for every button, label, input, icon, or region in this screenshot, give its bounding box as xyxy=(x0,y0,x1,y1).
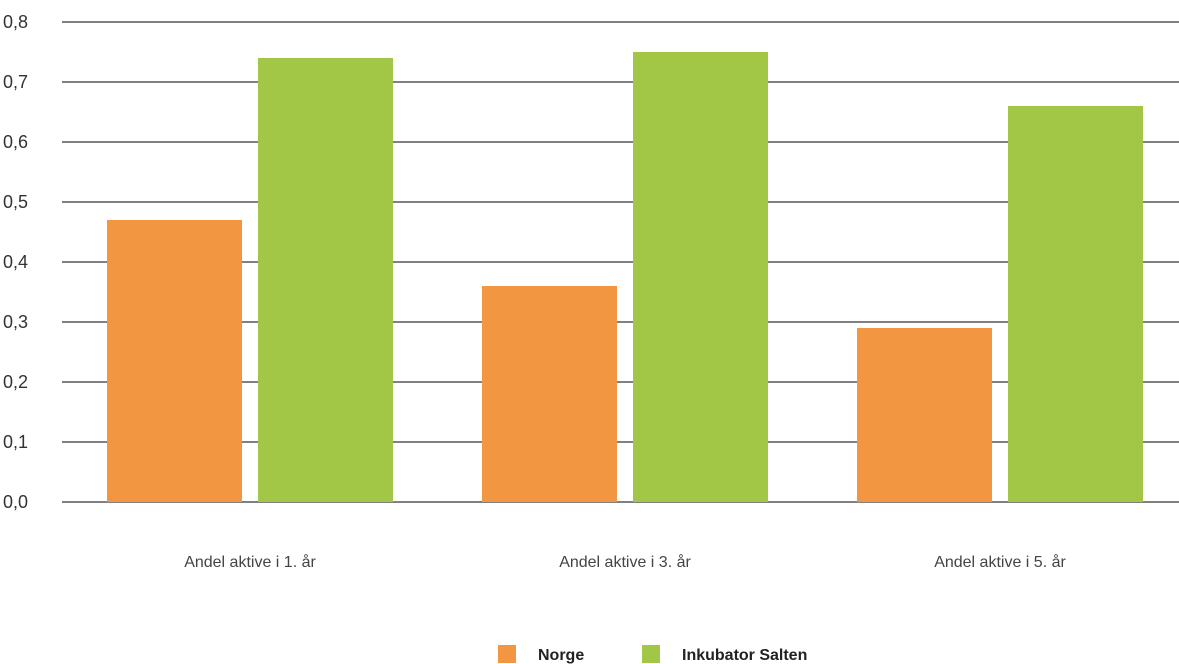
y-tick-label: 0,5 xyxy=(3,192,28,212)
legend-swatch xyxy=(642,645,660,663)
bar-inkubator-salten-2 xyxy=(633,52,768,502)
bar-norge-2 xyxy=(482,286,617,502)
legend-label: Inkubator Salten xyxy=(682,647,807,664)
y-axis-ticks: 0,0 0,1 0,2 0,3 0,4 0,5 0,6 0,7 0,8 xyxy=(3,12,28,512)
category-labels: Andel aktive i 1. år Andel aktive i 3. år… xyxy=(184,553,1066,571)
gridlines xyxy=(62,21,1179,503)
y-tick-label: 0,6 xyxy=(3,132,28,152)
y-tick-label: 0,0 xyxy=(3,492,28,512)
bar-inkubator-salten-1 xyxy=(258,58,393,502)
bar-norge-1 xyxy=(107,220,242,502)
bar-inkubator-salten-3 xyxy=(1008,106,1143,502)
y-tick-label: 0,8 xyxy=(3,12,28,32)
y-tick-label: 0,1 xyxy=(3,432,28,452)
x-category-label: Andel aktive i 3. år xyxy=(559,553,691,571)
x-category-label: Andel aktive i 5. år xyxy=(934,553,1066,571)
x-category-label: Andel aktive i 1. år xyxy=(184,553,316,571)
legend: Norge Inkubator Salten xyxy=(498,645,807,664)
bars xyxy=(107,52,1143,502)
y-tick-label: 0,2 xyxy=(3,372,28,392)
y-tick-label: 0,4 xyxy=(3,252,28,272)
bar-norge-3 xyxy=(857,328,992,502)
legend-label: Norge xyxy=(538,647,584,664)
y-tick-label: 0,3 xyxy=(3,312,28,332)
legend-swatch xyxy=(498,645,516,663)
y-tick-label: 0,7 xyxy=(3,72,28,92)
